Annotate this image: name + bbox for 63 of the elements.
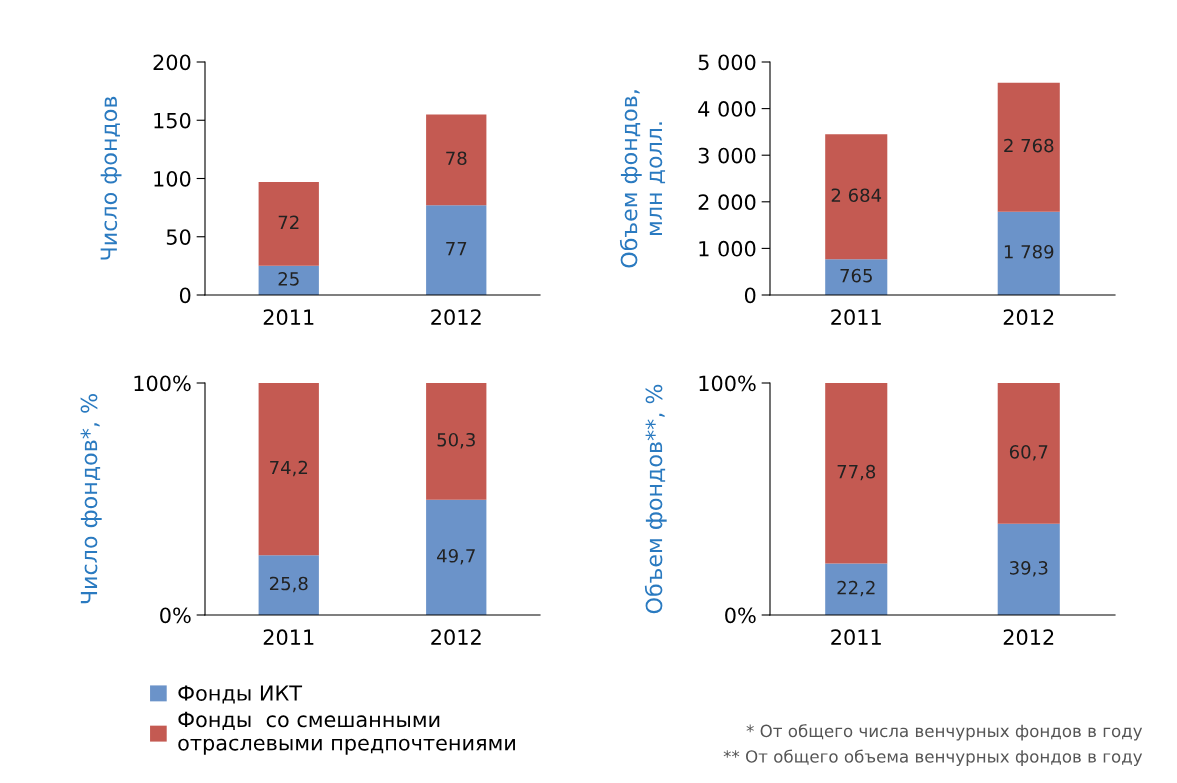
data-label: 72 (278, 215, 299, 229)
bar (426, 383, 487, 500)
bar (997, 82, 1060, 212)
data-label: 50,3 (437, 432, 475, 449)
bar (258, 555, 319, 615)
y-tick-label: 2 000 (698, 194, 756, 211)
y-tick-label: 150 (154, 112, 191, 129)
y-tick-label: 5 000 (698, 54, 756, 71)
bar (825, 134, 888, 260)
x-tick-label: 2011 (263, 309, 314, 326)
y-tick-label: 200 (153, 54, 191, 71)
data-label: 1 789 (1004, 244, 1054, 259)
data-label: 77,8 (837, 464, 876, 481)
legend-label: Фонды со смешанными отраслевыми предпочтениями (178, 711, 515, 755)
bar (426, 205, 487, 295)
bar (825, 563, 888, 615)
y-tick-label: 0% (725, 607, 756, 624)
data-label: 78 (446, 151, 467, 166)
data-label: 2 768 (1004, 138, 1054, 153)
y-tick-label: 100 (154, 170, 191, 187)
data-label: 49,7 (437, 548, 475, 565)
y-tick-label: 0 (744, 287, 756, 304)
bar (825, 259, 888, 295)
bar (426, 499, 487, 615)
x-tick-label: 2012 (1003, 309, 1054, 326)
y-tick-label: 0 (179, 287, 191, 304)
legend-label: Фонды ИКТ (178, 685, 303, 704)
x-tick-label: 2011 (831, 629, 881, 646)
data-label: 77 (446, 241, 467, 256)
text: ** От общего объема венчурных фондов в году (723, 749, 1143, 766)
y-tick-label: 3 000 (698, 147, 756, 164)
x-tick-label: 2012 (431, 629, 481, 646)
bar (258, 265, 319, 295)
bar (997, 523, 1060, 615)
y-tick-label: 1 000 (699, 240, 756, 257)
data-label: 60,7 (1009, 444, 1048, 461)
data-label: 765 (840, 268, 872, 283)
x-tick-label: 2012 (1003, 629, 1054, 646)
bar (997, 211, 1060, 295)
data-label: 25,8 (269, 576, 308, 593)
y-tick-label: 0% (160, 607, 191, 624)
y-axis-title: Объем фондов**, % (644, 384, 667, 614)
y-axis-title: Объем фондов, млн долл. (619, 90, 666, 268)
bar (825, 383, 888, 564)
data-label: 39,3 (1010, 560, 1048, 577)
y-tick-label: 4 000 (698, 101, 756, 117)
data-label: 2 684 (831, 188, 882, 203)
x-tick-label: 2011 (263, 629, 314, 646)
bar (997, 383, 1060, 524)
x-tick-label: 2012 (431, 309, 481, 326)
y-axis-title: Число фондов*, % (80, 394, 102, 604)
bar (258, 383, 319, 556)
text: * От общего числа венчурных фондов в году (746, 724, 1143, 741)
data-label: 25 (278, 272, 299, 286)
y-axis-title: Число фондов (100, 96, 122, 260)
x-tick-label: 2011 (831, 309, 881, 326)
bar (258, 181, 319, 266)
bar (426, 114, 487, 206)
y-tick-label: 50 (166, 229, 191, 245)
y-tick-label: 100% (134, 375, 191, 392)
y-tick-label: 100% (699, 375, 756, 392)
data-label: 22,2 (837, 580, 875, 597)
data-label: 74,2 (270, 460, 308, 477)
